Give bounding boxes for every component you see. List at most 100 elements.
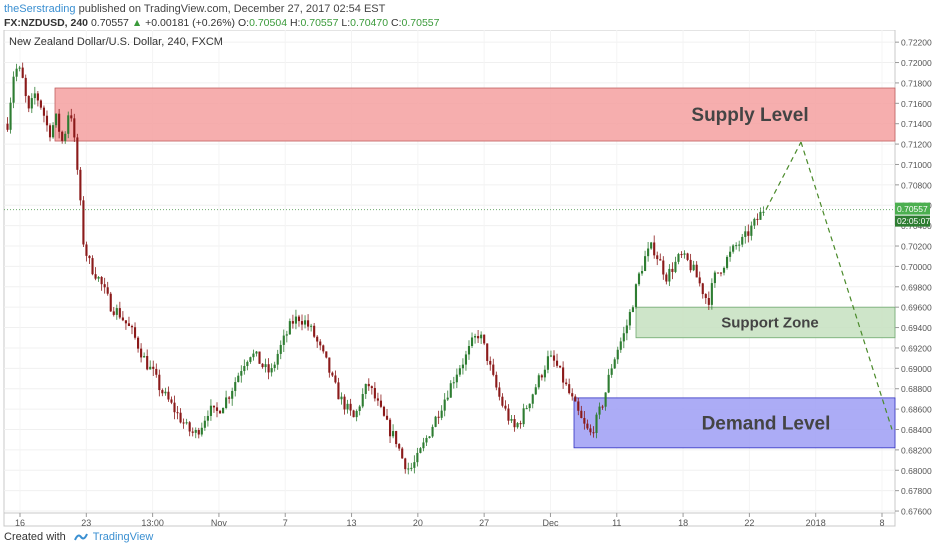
- candle-body: [167, 391, 170, 400]
- candle-body: [574, 396, 577, 402]
- candle-body: [310, 325, 313, 327]
- candle-body: [18, 67, 21, 69]
- candle-body: [762, 211, 765, 213]
- candle-body: [294, 316, 298, 324]
- candle-body: [498, 387, 501, 397]
- candle-body: [589, 428, 592, 433]
- candle-body: [519, 423, 522, 425]
- zone-label: Support Zone: [721, 315, 819, 332]
- x-tick-label: 20: [413, 518, 423, 528]
- candle-body: [452, 382, 455, 384]
- y-tick-label: 0.70800: [901, 180, 932, 190]
- candle-body: [36, 93, 39, 101]
- candle-body: [750, 225, 753, 236]
- candle-body: [586, 423, 589, 429]
- candle-body: [124, 320, 127, 324]
- candle-body: [334, 375, 337, 383]
- candle-body: [565, 382, 568, 385]
- candle-body: [756, 218, 759, 220]
- candle-body: [155, 368, 158, 375]
- footer: Created with TradingView: [4, 531, 153, 543]
- candle-body: [276, 353, 279, 365]
- author-link[interactable]: theSerstrading: [4, 3, 76, 15]
- candle-body: [209, 405, 212, 416]
- candle-body: [425, 437, 428, 443]
- y-tick-label: 0.69200: [901, 343, 932, 353]
- candle-body: [510, 419, 513, 421]
- candle-body: [659, 259, 662, 261]
- price-chart[interactable]: Supply Level Support Zone Demand Level 0.7…: [0, 30, 932, 528]
- candle-body: [231, 390, 234, 399]
- y-tick-label: 0.69800: [901, 282, 932, 292]
- candle-body: [264, 364, 267, 368]
- candle-body: [692, 264, 695, 271]
- candle-body: [610, 368, 613, 375]
- candle-body: [631, 307, 634, 313]
- tradingview-link[interactable]: TradingView: [92, 531, 154, 543]
- candle-body: [516, 423, 519, 428]
- candle-body: [176, 412, 179, 414]
- y-tick-label: 0.70200: [901, 242, 932, 252]
- candle-body: [747, 231, 750, 236]
- candle-body: [719, 272, 723, 274]
- candle-body: [376, 398, 379, 401]
- candle-body: [416, 452, 419, 463]
- candle-body: [170, 399, 173, 403]
- candle-body: [206, 415, 209, 421]
- candle-body: [358, 406, 361, 411]
- open-label: O:: [237, 17, 250, 29]
- chart-title: New Zealand Dollar/U.S. Dollar, 240, FXC…: [9, 36, 223, 48]
- x-tick-label: 23: [81, 518, 91, 528]
- x-tick-label: 16: [15, 518, 25, 528]
- candle-body: [501, 396, 504, 406]
- candle-body: [319, 341, 322, 346]
- candle-body: [246, 361, 249, 367]
- candle-body: [419, 448, 422, 453]
- candle-body: [282, 335, 285, 345]
- candle-body: [109, 293, 112, 312]
- candle-body: [149, 366, 152, 370]
- y-tick-label: 0.67800: [901, 486, 932, 496]
- candle-body: [716, 272, 720, 274]
- candle-body: [85, 244, 88, 256]
- candle-body: [370, 386, 373, 389]
- low-label: L:: [341, 17, 351, 29]
- x-tick-label: 13:00: [141, 518, 164, 528]
- candle-body: [674, 261, 677, 272]
- x-tick-label: 7: [283, 518, 288, 528]
- candle-body: [33, 93, 36, 99]
- candle-body: [15, 68, 18, 77]
- tradingview-logo-icon: [73, 533, 88, 541]
- candle-body: [477, 336, 480, 339]
- candle-body: [24, 77, 27, 97]
- time-axis[interactable]: 16 23 13:00 Nov 7 13 20 27 Dec 11 18 22 2018 8: [4, 512, 895, 528]
- candle-body: [704, 294, 707, 299]
- open-value: 0.70504: [249, 17, 288, 29]
- candle-body: [179, 412, 182, 423]
- ohlc-legend: FX:NZDUSD, 240 0.70557 ▲ +0.00181 (+0.26…: [4, 16, 439, 30]
- publish-info: published on TradingView.com, December 2…: [75, 3, 386, 15]
- candle-body: [39, 100, 42, 108]
- y-tick-label: 0.71000: [901, 160, 932, 170]
- candle-body: [73, 118, 76, 138]
- candle-body: [21, 67, 24, 78]
- candle-body: [616, 349, 619, 360]
- candle-body: [583, 417, 586, 424]
- candle-body: [492, 364, 495, 375]
- candle-body: [486, 343, 489, 361]
- candle-body: [650, 242, 653, 249]
- candle-body: [637, 273, 641, 285]
- candle-body: [70, 115, 73, 119]
- y-tick-label: 0.68800: [901, 384, 932, 394]
- candle-body: [592, 432, 595, 434]
- candle-body: [470, 337, 474, 347]
- candle-body: [42, 107, 46, 116]
- candle-body: [146, 356, 149, 370]
- candle-body: [143, 356, 146, 358]
- candle-body: [668, 268, 671, 282]
- candle-body: [234, 382, 237, 391]
- price-axis[interactable]: 0.72200 0.72000 0.71800 0.71600 0.71400 0.712…: [895, 38, 932, 517]
- candle-body: [698, 277, 701, 284]
- candle-body: [88, 255, 91, 259]
- candle-body: [461, 364, 464, 369]
